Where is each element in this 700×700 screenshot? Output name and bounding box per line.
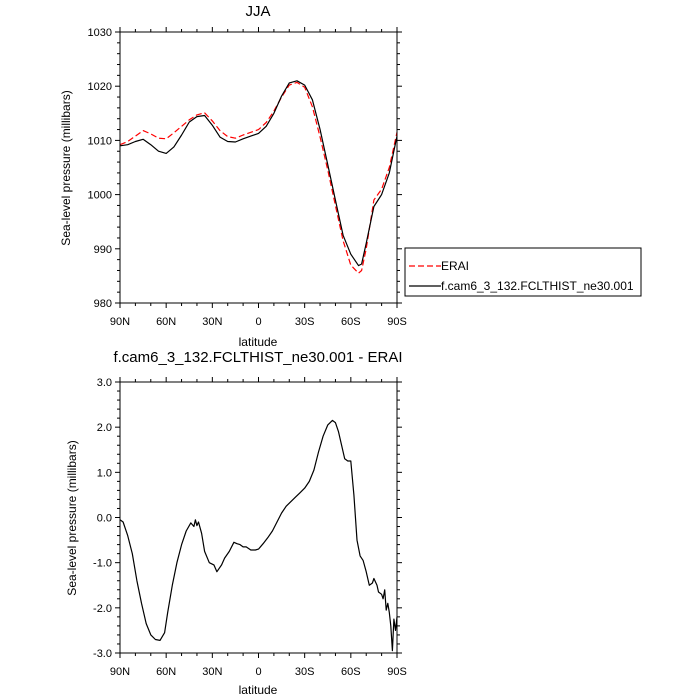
bottom-ytick-label: 0.0: [97, 513, 112, 525]
top-ytick-label: 980: [94, 298, 112, 310]
legend: ERAI f.cam6_3_132.FCLTHIST_ne30.001: [404, 247, 642, 297]
top-ytick-label: 1020: [88, 81, 112, 93]
bottom-ytick-label: -3.0: [93, 648, 112, 660]
legend-label-erai: ERAI: [441, 259, 469, 273]
bottom-plot-area: -3.0 -2.0 -1.0 0.0 1.0 2.0 3.0 90N 60N 30N 0 30S 60S…: [93, 377, 407, 678]
top-xtick-label: 90N: [110, 316, 130, 328]
panel-top: JJA Sea-level pressure (millibars) latit…: [59, 3, 407, 349]
top-x-axis-label: latitude: [239, 335, 278, 349]
bottom-xtick-label: 90N: [110, 666, 130, 678]
top-xtick-label: 30N: [202, 316, 222, 328]
legend-label-model: f.cam6_3_132.FCLTHIST_ne30.001: [441, 279, 634, 293]
bottom-title: f.cam6_3_132.FCLTHIST_ne30.001 - ERAI: [113, 349, 402, 366]
top-plot-frame: [119, 31, 398, 304]
top-series-line-0: [119, 81, 398, 274]
top-y-axis-label: Sea-level pressure (millibars): [59, 90, 73, 245]
top-xtick-label: 60S: [341, 316, 361, 328]
top-series-line-1: [119, 80, 398, 267]
bottom-ytick-label: 2.0: [97, 422, 112, 434]
bottom-xtick-label: 60N: [156, 666, 176, 678]
bottom-xtick-label: 60S: [341, 666, 361, 678]
bottom-ytick-label: 1.0: [97, 467, 112, 479]
top-title: JJA: [245, 3, 270, 20]
top-xtick-label: 0: [255, 316, 261, 328]
bottom-series-line-0: [119, 419, 398, 652]
bottom-xtick-label: 30N: [202, 666, 222, 678]
bottom-xtick-label: 90S: [387, 666, 407, 678]
top-ytick-label: 1010: [88, 135, 112, 147]
bottom-ytick-label: 3.0: [97, 377, 112, 389]
bottom-x-axis-label: latitude: [239, 683, 278, 697]
top-ytick-label: 1000: [88, 190, 112, 202]
bottom-y-axis-label: Sea-level pressure (millibars): [65, 440, 79, 595]
top-ytick-label: 1030: [88, 27, 112, 39]
top-xtick-label: 30S: [295, 316, 315, 328]
bottom-ytick-label: -1.0: [93, 558, 112, 570]
top-xtick-label: 90S: [387, 316, 407, 328]
bottom-ytick-label: -2.0: [93, 603, 112, 615]
bottom-plot-frame: [119, 381, 398, 654]
top-xtick-label: 60N: [156, 316, 176, 328]
legend-box: [404, 247, 642, 297]
bottom-xtick-label: 0: [255, 666, 261, 678]
top-ytick-label: 990: [94, 244, 112, 256]
top-plot-area: 980 990 1000 1010 1020 1030 90N 60N 30N 0 30S 60S 90…: [88, 27, 407, 328]
panel-bottom: f.cam6_3_132.FCLTHIST_ne30.001 - ERAI Se…: [65, 349, 407, 697]
bottom-xtick-label: 30S: [295, 666, 315, 678]
